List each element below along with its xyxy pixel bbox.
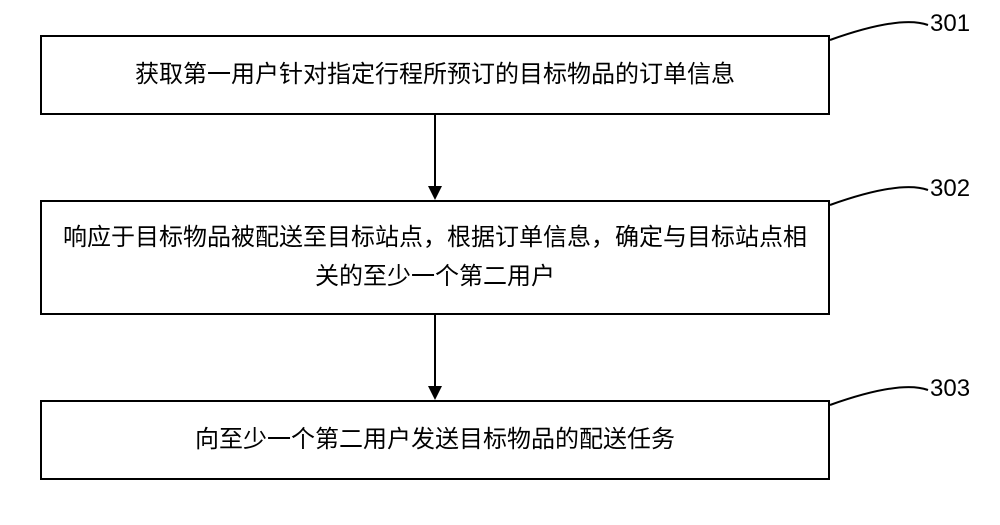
flowchart-node: 向至少一个第二用户发送目标物品的配送任务 — [40, 400, 830, 480]
node-text: 获取第一用户针对指定行程所预订的目标物品的订单信息 — [135, 56, 735, 94]
flowchart-node: 获取第一用户针对指定行程所预订的目标物品的订单信息 — [40, 35, 830, 115]
node-text: 响应于目标物品被配送至目标站点，根据订单信息，确定与目标站点相关的至少一个第二用… — [62, 219, 808, 296]
node-label: 302 — [930, 175, 970, 203]
flowchart-canvas: 获取第一用户针对指定行程所预订的目标物品的订单信息 301 响应于目标物品被配送… — [0, 0, 1000, 525]
node-text: 向至少一个第二用户发送目标物品的配送任务 — [195, 421, 675, 459]
node-label: 301 — [930, 10, 970, 38]
node-label: 303 — [930, 375, 970, 403]
flowchart-node: 响应于目标物品被配送至目标站点，根据订单信息，确定与目标站点相关的至少一个第二用… — [40, 200, 830, 315]
